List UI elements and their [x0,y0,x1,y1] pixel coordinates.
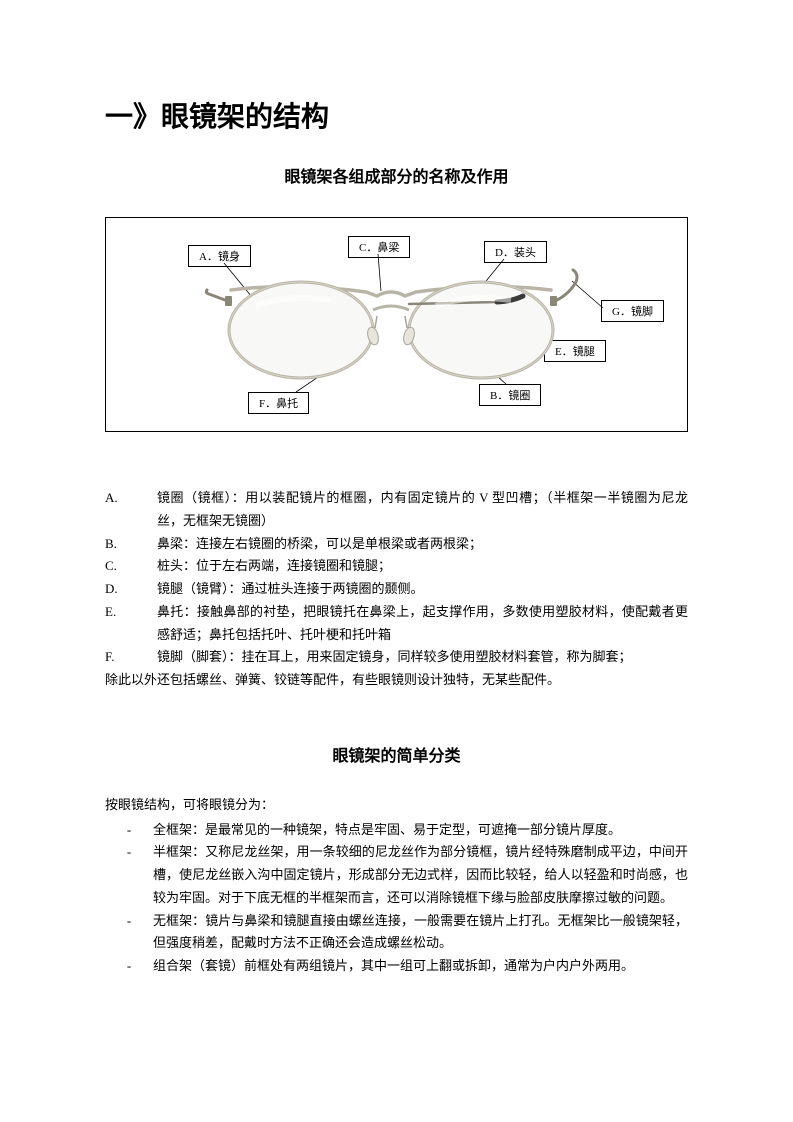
subtitle: 眼镜架各组成部分的名称及作用 [105,163,688,187]
label-c: C．鼻梁 [348,236,410,258]
definitions-extra: 除此以外还包括螺丝、弹簧、铰链等配件，有些眼镜则设计独特，无某些配件。 [105,669,688,692]
glasses-illustration [201,266,581,416]
classification-item: -组合架（套镜）前框处有两组镜片，其中一组可上翻或拆卸，通常为户内户外两用。 [105,955,688,978]
label-a: A．镜身 [188,245,251,267]
definition-item: E.鼻托：接触鼻部的衬垫，把眼镜托在鼻梁上，起支撑作用，多数使用塑胶材料，使配戴… [105,601,688,647]
definition-item: C.桩头：位于左右两端，连接镜圈和镜腿； [105,555,688,578]
definition-item: B.鼻梁：连接左右镜圈的桥梁，可以是单根梁或者两根梁； [105,533,688,556]
label-g: G．镜脚 [601,300,664,322]
section2-title: 眼镜架的简单分类 [105,742,688,766]
page-title: 一》眼镜架的结构 [105,95,688,135]
classification-item: -全框架：是最常见的一种镜架，特点是牢固、易于定型，可遮掩一部分镜片厚度。 [105,819,688,842]
definition-item: A.镜圈（镜框）：用以装配镜片的框圈，内有固定镜片的 V 型凹槽；（半框架一半镜… [105,487,688,533]
definitions-list: A.镜圈（镜框）：用以装配镜片的框圈，内有固定镜片的 V 型凹槽；（半框架一半镜… [105,487,688,692]
definition-item: D.镜腿（镜臂）：通过桩头连接于两镜圈的颞侧。 [105,578,688,601]
definition-item: F.镜脚（脚套）：挂在耳上，用来固定镜身，同样较多使用塑胶材料套管，称为脚套； [105,646,688,669]
classification-item: -无框架：镜片与鼻梁和镜腿直接由螺丝连接，一般需要在镜片上打孔。无框架比一般镜架… [105,910,688,956]
classification-intro: 按眼镜结构，可将眼镜分为： [105,794,688,817]
label-d: D．装头 [484,241,547,263]
glasses-diagram: A．镜身 C．鼻梁 D．装头 G．镜脚 E．镜腿 B．镜圈 F．鼻托 [105,217,688,432]
classification-item: -半框架：又称尼龙丝架，用一条较细的尼龙丝作为部分镜框，镜片经特殊磨制成平边，中… [105,841,688,909]
